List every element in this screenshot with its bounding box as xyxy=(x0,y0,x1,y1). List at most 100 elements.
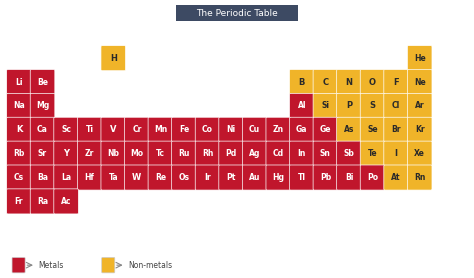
FancyBboxPatch shape xyxy=(77,165,102,190)
Text: At: At xyxy=(392,173,401,182)
FancyBboxPatch shape xyxy=(102,257,115,273)
FancyBboxPatch shape xyxy=(407,141,432,166)
Text: Sc: Sc xyxy=(61,125,71,134)
Text: I: I xyxy=(395,149,398,158)
Text: Li: Li xyxy=(15,78,23,86)
Text: Metals: Metals xyxy=(38,261,64,270)
FancyBboxPatch shape xyxy=(242,165,267,190)
FancyBboxPatch shape xyxy=(30,165,55,190)
Text: Bi: Bi xyxy=(345,173,353,182)
Text: Fr: Fr xyxy=(15,197,23,206)
Text: Zn: Zn xyxy=(273,125,284,134)
Text: He: He xyxy=(414,54,426,63)
FancyBboxPatch shape xyxy=(54,117,78,142)
FancyBboxPatch shape xyxy=(195,165,220,190)
FancyBboxPatch shape xyxy=(360,165,385,190)
Text: Au: Au xyxy=(249,173,260,182)
Text: F: F xyxy=(393,78,399,86)
Text: Mg: Mg xyxy=(36,101,49,110)
FancyBboxPatch shape xyxy=(101,46,126,71)
FancyBboxPatch shape xyxy=(148,165,173,190)
Text: Ca: Ca xyxy=(37,125,48,134)
Text: Hf: Hf xyxy=(85,173,95,182)
FancyBboxPatch shape xyxy=(290,141,314,166)
FancyBboxPatch shape xyxy=(337,70,361,95)
FancyBboxPatch shape xyxy=(290,165,314,190)
Text: Si: Si xyxy=(321,101,329,110)
FancyBboxPatch shape xyxy=(360,141,385,166)
Text: Rn: Rn xyxy=(414,173,425,182)
FancyBboxPatch shape xyxy=(313,117,337,142)
Text: Ti: Ti xyxy=(86,125,94,134)
FancyBboxPatch shape xyxy=(12,257,25,273)
Text: Se: Se xyxy=(367,125,378,134)
Text: P: P xyxy=(346,101,352,110)
FancyBboxPatch shape xyxy=(30,141,55,166)
FancyBboxPatch shape xyxy=(360,70,385,95)
Text: Cl: Cl xyxy=(392,101,400,110)
FancyBboxPatch shape xyxy=(7,117,31,142)
FancyBboxPatch shape xyxy=(384,117,409,142)
Text: In: In xyxy=(298,149,306,158)
FancyBboxPatch shape xyxy=(7,165,31,190)
Text: The Periodic Table: The Periodic Table xyxy=(196,9,278,18)
Text: Cs: Cs xyxy=(14,173,24,182)
Text: Be: Be xyxy=(37,78,48,86)
Text: Co: Co xyxy=(202,125,213,134)
Text: Pd: Pd xyxy=(226,149,237,158)
Text: Al: Al xyxy=(298,101,306,110)
FancyBboxPatch shape xyxy=(125,165,149,190)
Text: Ta: Ta xyxy=(109,173,118,182)
FancyBboxPatch shape xyxy=(337,93,361,118)
FancyBboxPatch shape xyxy=(172,165,196,190)
FancyBboxPatch shape xyxy=(313,141,337,166)
Text: K: K xyxy=(16,125,22,134)
FancyBboxPatch shape xyxy=(172,141,196,166)
Text: Hg: Hg xyxy=(272,173,284,182)
Text: Tl: Tl xyxy=(298,173,306,182)
Text: Na: Na xyxy=(13,101,25,110)
FancyBboxPatch shape xyxy=(266,165,291,190)
FancyBboxPatch shape xyxy=(148,141,173,166)
FancyBboxPatch shape xyxy=(101,117,126,142)
Text: W: W xyxy=(132,173,141,182)
FancyBboxPatch shape xyxy=(101,165,126,190)
Text: Po: Po xyxy=(367,173,378,182)
Text: Te: Te xyxy=(368,149,377,158)
FancyBboxPatch shape xyxy=(266,141,291,166)
FancyBboxPatch shape xyxy=(30,93,55,118)
FancyBboxPatch shape xyxy=(266,117,291,142)
Text: O: O xyxy=(369,78,376,86)
FancyBboxPatch shape xyxy=(407,117,432,142)
Text: Xe: Xe xyxy=(414,149,425,158)
Text: La: La xyxy=(61,173,71,182)
FancyBboxPatch shape xyxy=(175,6,299,21)
Text: Sr: Sr xyxy=(38,149,47,158)
FancyBboxPatch shape xyxy=(337,141,361,166)
FancyBboxPatch shape xyxy=(360,93,385,118)
FancyBboxPatch shape xyxy=(7,70,31,95)
Text: Ru: Ru xyxy=(178,149,190,158)
Text: Zr: Zr xyxy=(85,149,94,158)
Text: Ne: Ne xyxy=(414,78,426,86)
Text: Ra: Ra xyxy=(37,197,48,206)
Text: Ge: Ge xyxy=(319,125,331,134)
FancyBboxPatch shape xyxy=(290,117,314,142)
Text: H: H xyxy=(110,54,117,63)
Text: Pb: Pb xyxy=(320,173,331,182)
Text: Sn: Sn xyxy=(320,149,331,158)
FancyBboxPatch shape xyxy=(219,141,244,166)
FancyBboxPatch shape xyxy=(125,141,149,166)
Text: Cr: Cr xyxy=(132,125,142,134)
FancyBboxPatch shape xyxy=(125,117,149,142)
Text: Nb: Nb xyxy=(107,149,119,158)
FancyBboxPatch shape xyxy=(195,141,220,166)
FancyBboxPatch shape xyxy=(384,141,409,166)
FancyBboxPatch shape xyxy=(313,70,337,95)
FancyBboxPatch shape xyxy=(242,141,267,166)
Text: Ni: Ni xyxy=(227,125,236,134)
FancyBboxPatch shape xyxy=(337,117,361,142)
Text: Non-metals: Non-metals xyxy=(128,261,172,270)
Text: Kr: Kr xyxy=(415,125,425,134)
FancyBboxPatch shape xyxy=(7,189,31,214)
